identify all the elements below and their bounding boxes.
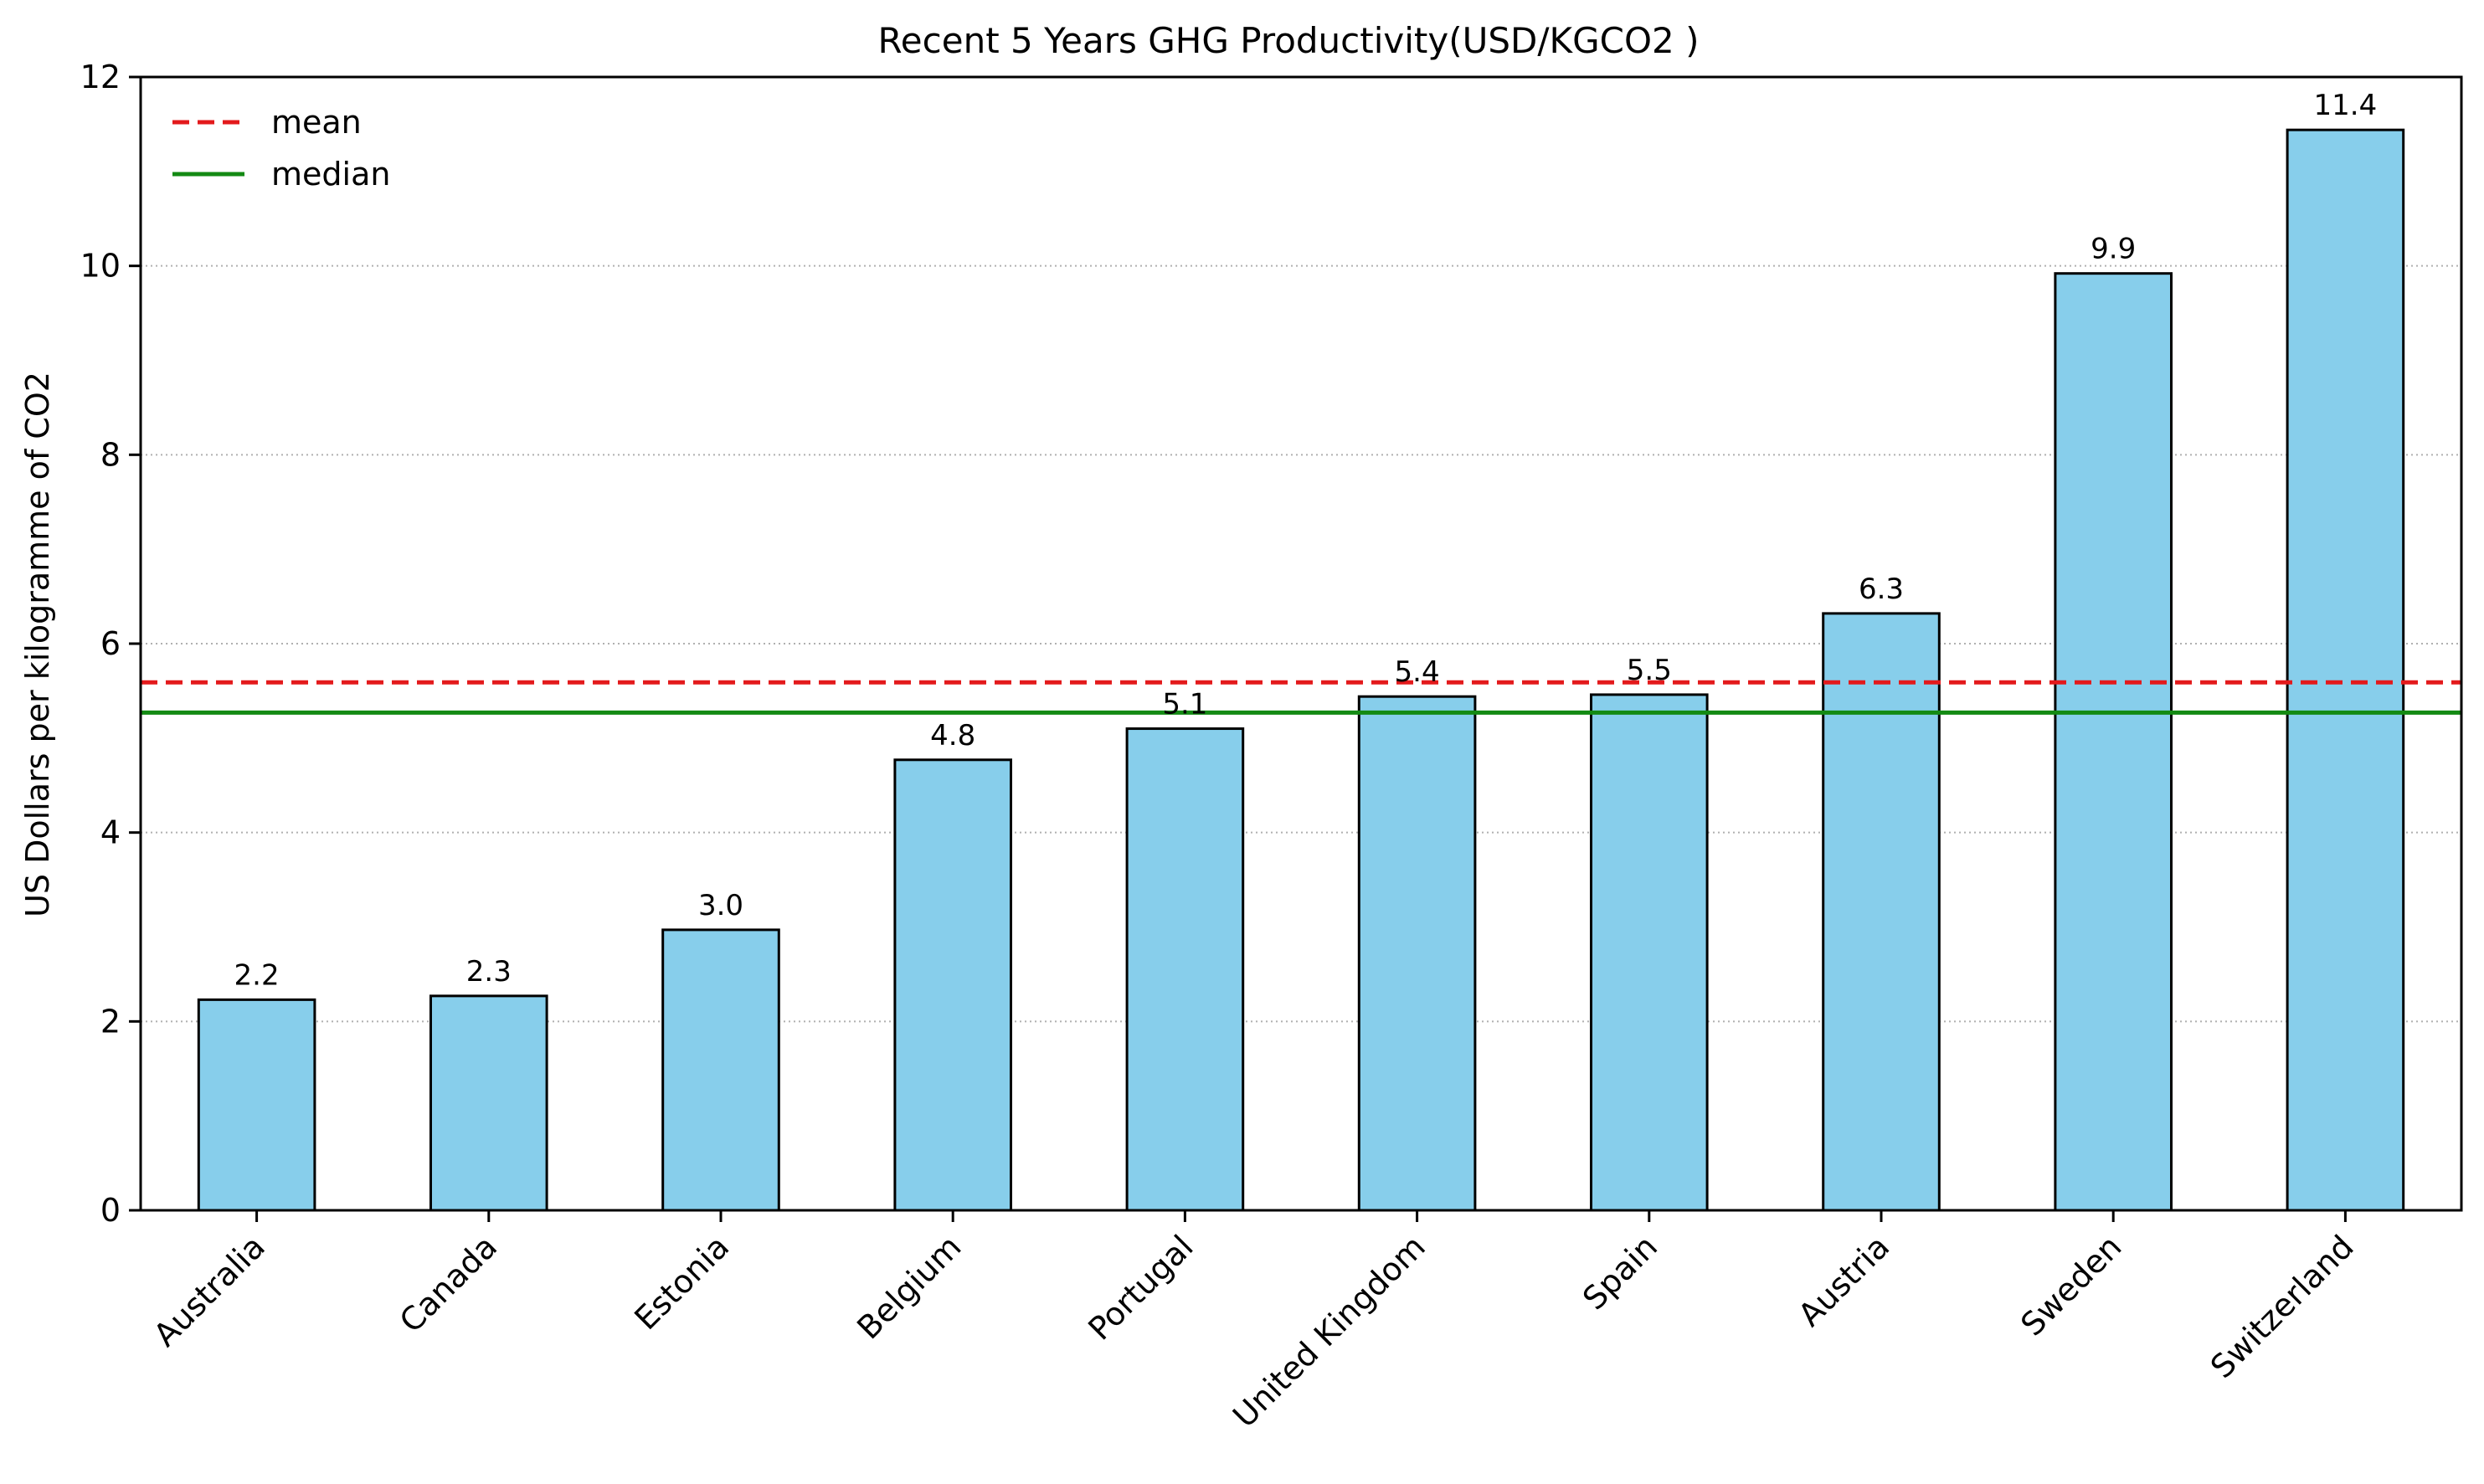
bar [197,998,316,1212]
bar-value-label: 9.9 [2091,233,2136,266]
y-tick-label: 12 [80,59,121,95]
bar [1822,612,1941,1212]
y-tick-label: 4 [100,814,121,851]
chart-title: Recent 5 Years GHG Productivity(USD/KGCO… [878,20,1700,61]
legend-label: median [271,156,390,193]
bar [2286,128,2405,1212]
bar-value-label: 2.3 [466,955,512,988]
bars [197,128,2405,1212]
y-tick-label: 0 [100,1192,121,1229]
y-tick-label: 2 [100,1003,121,1040]
bar-value-label: 3.0 [698,889,743,922]
bar [429,994,548,1212]
y-axis-label: US Dollars per kilogramme of CO2 [19,372,56,917]
bar [2054,272,2173,1212]
bar-value-label: 2.2 [234,958,280,992]
y-tick-label: 6 [100,625,121,662]
y-tick-label: 8 [100,436,121,473]
reference-lines [141,680,2461,715]
bar-value-label: 11.4 [2314,89,2378,122]
bar [1125,727,1245,1212]
bar-value-label: 5.1 [1162,688,1207,721]
bar [1590,693,1709,1212]
bar-value-labels: 2.2 2.3 3.0 4.8 5.1 5.4 5.5 6.3 9.9 11.4 [234,89,2378,992]
bar-value-label: 6.3 [1859,573,1904,606]
legend: mean median [172,104,390,193]
bar [1357,695,1477,1212]
y-tick-label: 10 [80,248,121,285]
legend-label: mean [271,104,362,141]
bar-value-label: 5.4 [1395,655,1440,689]
bar-value-label: 5.5 [1627,654,1672,687]
bar-value-label: 4.8 [930,719,975,752]
bar [893,758,1013,1212]
bar [661,928,780,1212]
